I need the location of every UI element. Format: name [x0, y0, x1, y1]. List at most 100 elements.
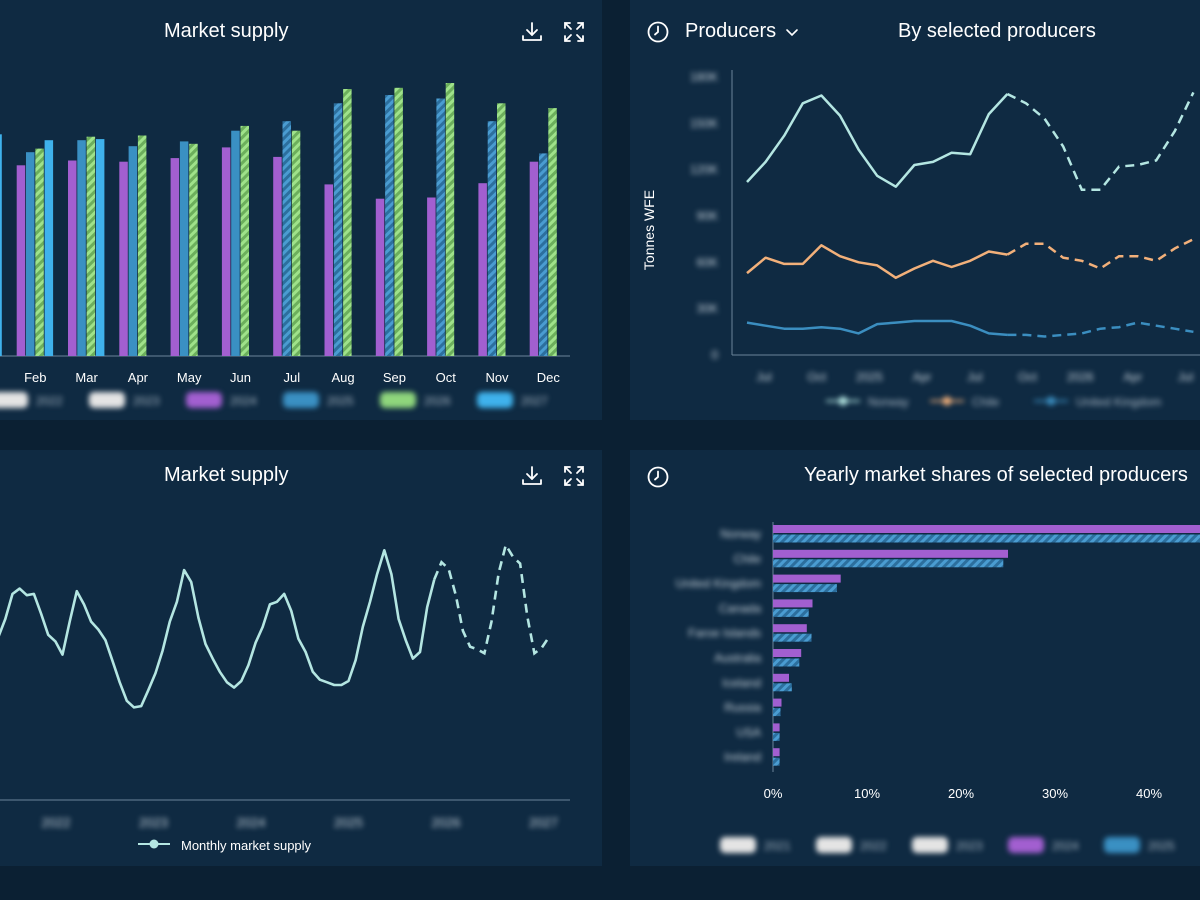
bar-2026-Sep[interactable]	[394, 87, 403, 357]
bar-2024-Oct[interactable]	[427, 197, 436, 357]
legend-swatch-2024[interactable]	[186, 392, 222, 408]
bar-2026-Nov[interactable]	[497, 103, 506, 356]
bar-2024-iceland[interactable]	[773, 673, 789, 682]
market-supply-line-panel: Market supply 2022 2023 2024 2025 2026 2027 M…	[0, 450, 602, 866]
bar-2024-Sep[interactable]	[375, 198, 385, 356]
expand-icon[interactable]	[562, 20, 586, 44]
bar-2026-Aug[interactable]	[343, 89, 352, 356]
bar-2025-Feb[interactable]	[26, 152, 35, 356]
bar-2024-faroe-islands[interactable]	[773, 624, 807, 633]
bar-2025-Aug[interactable]	[333, 103, 343, 356]
legend-swatch-2021[interactable]	[720, 837, 756, 853]
bar-2024-united-kingdom[interactable]	[773, 574, 841, 583]
monthly-supply-line-chart: 2022 2023 2024 2025 2026 2027 Monthly market …	[0, 541, 570, 853]
bar-2024-ireland[interactable]	[773, 748, 780, 757]
bar-2025-chile[interactable]	[773, 559, 1004, 568]
dropdown-label: Producers	[685, 20, 777, 42]
legend-swatch-2023[interactable]	[912, 837, 948, 853]
bar-2024-Aug[interactable]	[324, 184, 334, 356]
legend-label-norway[interactable]: Norway	[868, 395, 909, 409]
bar-2025-ireland[interactable]	[773, 757, 780, 766]
line-monthly-supply-actual[interactable]	[0, 549, 436, 709]
bar-2026-Mar[interactable]	[86, 136, 96, 356]
expand-icon[interactable]	[562, 464, 586, 488]
bar-2026-Jul[interactable]	[291, 130, 301, 356]
y-tick-label: Canada	[719, 601, 761, 615]
line-norway-forecast[interactable]	[1006, 91, 1195, 191]
bar-2025-Jul[interactable]	[282, 121, 292, 356]
bar-2025-Nov[interactable]	[487, 121, 497, 356]
bar-2025-iceland[interactable]	[773, 683, 792, 692]
line-chile-forecast[interactable]	[1006, 238, 1194, 270]
bar-2025-usa[interactable]	[773, 732, 780, 741]
bar-2024-Dec[interactable]	[529, 161, 539, 356]
x-tick-label: 30%	[1042, 786, 1068, 801]
legend-label-2025: 2025	[327, 394, 354, 408]
bar-2027-Feb[interactable]	[44, 140, 54, 356]
bar-2024-Apr[interactable]	[119, 161, 128, 356]
legend-swatch-2025[interactable]	[283, 392, 319, 408]
bar-2025-russia[interactable]	[773, 708, 781, 717]
clock-icon[interactable]	[646, 465, 670, 489]
bar-2024-canada[interactable]	[773, 599, 813, 608]
legend-label-chile[interactable]: Chile	[972, 395, 1000, 409]
bar-2025-Sep[interactable]	[385, 95, 394, 356]
bar-2026-Feb[interactable]	[35, 148, 44, 356]
bar-2024-chile[interactable]	[773, 549, 1008, 558]
legend-swatch-2027[interactable]	[477, 392, 513, 408]
bar-2025-canada[interactable]	[773, 608, 809, 617]
bar-2026-Dec[interactable]	[548, 108, 557, 356]
download-icon[interactable]	[520, 20, 544, 44]
x-tick-label: 40%	[1136, 786, 1162, 801]
bar-2027-Mar[interactable]	[95, 139, 105, 356]
bar-2024-Jul[interactable]	[273, 156, 282, 356]
line-monthly-supply-forecast[interactable]	[433, 541, 550, 656]
bar-2025-Mar[interactable]	[77, 140, 86, 356]
bar-2025-Apr[interactable]	[128, 146, 138, 356]
bar-2024-Feb[interactable]	[16, 165, 26, 356]
bar-2024-Nov[interactable]	[478, 183, 487, 356]
producers-line-panel: Producers By selected producers Tonnes W…	[630, 0, 1200, 420]
bar-2025-Dec[interactable]	[539, 153, 548, 356]
bar-2024-russia[interactable]	[773, 698, 782, 707]
clock-icon[interactable]	[646, 20, 670, 44]
bar-2024-norway[interactable]	[773, 525, 1200, 533]
bar-2024-May[interactable]	[170, 158, 180, 356]
legend-label-2021: 2021	[764, 839, 791, 853]
legend-swatch-2022[interactable]	[0, 392, 28, 408]
bar-2025-May[interactable]	[179, 141, 189, 356]
legend-label-united-kingdom[interactable]: United Kingdom	[1076, 395, 1161, 409]
bar-2025-Jun[interactable]	[231, 130, 240, 356]
bar-2025-united-kingdom[interactable]	[773, 584, 837, 593]
legend-swatch-2025[interactable]	[1104, 837, 1140, 853]
legend-swatch-2026[interactable]	[380, 392, 416, 408]
line-norway-actual[interactable]	[746, 93, 1009, 188]
bar-2024-Mar[interactable]	[68, 160, 77, 357]
legend-swatch-2024[interactable]	[1008, 837, 1044, 853]
x-tick-label: 2027	[529, 815, 558, 830]
bar-2024-usa[interactable]	[773, 723, 780, 732]
line-united-kingdom-actual[interactable]	[746, 319, 1008, 337]
download-icon[interactable]	[520, 464, 544, 488]
bar-2025-faroe-islands[interactable]	[773, 633, 812, 642]
bar-2024-Jun[interactable]	[221, 147, 231, 356]
bar-2024-australia[interactable]	[773, 649, 802, 657]
legend-swatch-2022[interactable]	[816, 837, 852, 853]
producers-dropdown[interactable]: Producers	[685, 20, 800, 43]
bar-2026-Jun[interactable]	[240, 125, 250, 357]
y-tick-label: Australia	[714, 651, 761, 665]
legend-swatch-2023[interactable]	[89, 392, 125, 408]
line-united-kingdom-forecast[interactable]	[1007, 321, 1194, 338]
bar-2026-May[interactable]	[189, 143, 198, 356]
y-tick-label: United Kingdom	[676, 577, 761, 591]
bar-2027-Jan[interactable]	[0, 134, 2, 356]
bar-2025-australia[interactable]	[773, 658, 800, 667]
y-tick-label: 0	[711, 348, 718, 362]
line-chile-actual[interactable]	[746, 244, 1008, 280]
bar-2025-Oct[interactable]	[436, 98, 445, 357]
x-tick-label: Oct	[807, 370, 826, 384]
x-tick-label: 20%	[948, 786, 974, 801]
bar-2026-Oct[interactable]	[445, 83, 455, 356]
bar-2026-Apr[interactable]	[137, 135, 147, 357]
bar-2025-norway[interactable]	[773, 534, 1200, 543]
